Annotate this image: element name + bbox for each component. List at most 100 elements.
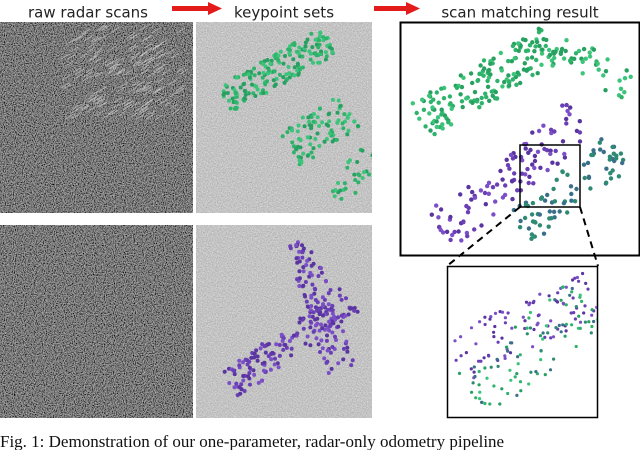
point xyxy=(608,176,614,181)
streak xyxy=(111,63,121,70)
point xyxy=(345,345,350,350)
point xyxy=(510,326,514,330)
point xyxy=(544,37,549,43)
point xyxy=(285,130,290,135)
point xyxy=(477,383,481,387)
point xyxy=(315,115,320,120)
point xyxy=(287,339,292,343)
point xyxy=(305,153,310,158)
point xyxy=(488,61,493,66)
point xyxy=(545,167,550,173)
point xyxy=(282,80,287,85)
point xyxy=(444,229,450,234)
point xyxy=(303,44,308,49)
keypoint-scan xyxy=(196,225,372,418)
point xyxy=(300,115,305,120)
point xyxy=(265,58,270,62)
streak xyxy=(109,109,119,116)
point xyxy=(428,128,433,133)
point xyxy=(271,78,276,83)
point xyxy=(574,344,578,349)
point xyxy=(242,81,247,86)
point xyxy=(431,119,436,125)
point xyxy=(308,325,313,330)
point xyxy=(311,60,316,65)
point xyxy=(334,338,338,342)
point xyxy=(305,258,310,263)
point xyxy=(452,229,457,235)
point xyxy=(296,123,301,128)
point xyxy=(318,350,322,354)
streak xyxy=(156,67,165,74)
point xyxy=(295,129,300,134)
point xyxy=(509,59,514,64)
point xyxy=(268,61,273,66)
point xyxy=(315,300,320,305)
streak xyxy=(90,72,99,78)
keypoints xyxy=(221,30,380,201)
point xyxy=(438,227,443,233)
arrow xyxy=(172,2,222,15)
streak xyxy=(90,90,99,97)
point xyxy=(252,372,257,377)
point xyxy=(580,59,585,64)
streak xyxy=(156,77,165,84)
point xyxy=(337,287,342,292)
point xyxy=(346,312,351,317)
point xyxy=(249,355,254,360)
point xyxy=(298,138,303,143)
streak xyxy=(122,104,132,111)
point xyxy=(352,308,357,313)
point xyxy=(469,197,474,202)
point xyxy=(470,100,475,106)
point xyxy=(319,322,323,327)
point xyxy=(241,374,246,378)
point xyxy=(491,212,496,217)
point xyxy=(284,72,289,77)
point xyxy=(376,156,380,160)
point xyxy=(484,94,489,100)
streak xyxy=(98,101,108,108)
point xyxy=(559,298,563,302)
point xyxy=(512,56,517,61)
column-label: scan matching result xyxy=(441,4,598,22)
point xyxy=(277,343,282,347)
point xyxy=(336,315,341,320)
point xyxy=(571,278,575,282)
point xyxy=(532,327,536,332)
point xyxy=(468,71,474,76)
point xyxy=(316,274,321,278)
point xyxy=(281,347,286,352)
point xyxy=(333,317,338,322)
point xyxy=(436,215,441,220)
point xyxy=(590,152,596,158)
point xyxy=(561,201,567,206)
streak xyxy=(65,39,75,45)
point xyxy=(493,89,498,95)
streak xyxy=(170,52,180,59)
point xyxy=(547,294,551,298)
point xyxy=(599,137,604,142)
streak xyxy=(140,68,149,75)
point xyxy=(591,47,597,52)
point xyxy=(339,319,344,324)
point xyxy=(578,326,582,330)
point xyxy=(513,325,518,329)
streak xyxy=(144,56,153,63)
point xyxy=(559,330,563,334)
point xyxy=(488,72,493,77)
point xyxy=(567,58,573,63)
point xyxy=(324,279,328,284)
point xyxy=(294,147,299,151)
point xyxy=(312,286,317,291)
streak xyxy=(115,57,124,64)
point xyxy=(323,57,328,62)
point xyxy=(485,84,491,90)
point xyxy=(506,391,510,396)
streak xyxy=(73,66,82,73)
point xyxy=(319,270,324,275)
point xyxy=(600,309,603,312)
streak xyxy=(155,48,165,55)
point xyxy=(578,293,582,297)
point xyxy=(551,335,556,339)
